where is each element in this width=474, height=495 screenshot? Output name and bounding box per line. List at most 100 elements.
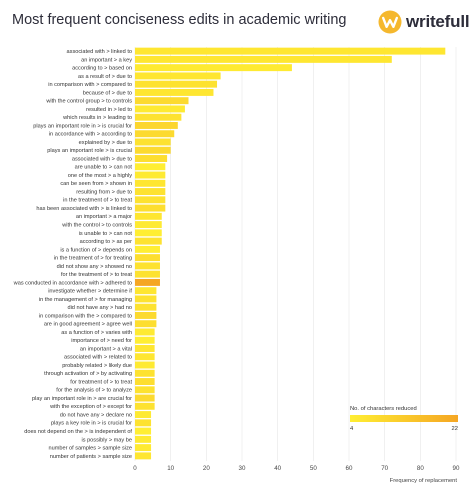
category-labels: associated with > linked to an important … — [13, 49, 133, 460]
bar — [135, 47, 446, 55]
bar — [135, 369, 155, 377]
category-label: number of samples > sample size — [49, 446, 132, 452]
legend-title: No. of characters reduced — [350, 406, 417, 412]
bar — [135, 88, 214, 96]
x-tick-label: 60 — [346, 465, 353, 472]
bar — [135, 163, 166, 171]
x-tick-label: 10 — [167, 465, 174, 472]
category-label: number of patients > sample size — [50, 454, 132, 460]
legend-color-ramp — [350, 415, 458, 422]
bar — [135, 311, 157, 319]
category-label: plays a key role in > is crucial for — [51, 421, 132, 427]
brand-name: writefull — [406, 12, 470, 31]
bar — [135, 113, 182, 121]
category-label: for treatment of > to treat — [70, 379, 132, 385]
bar — [135, 419, 152, 427]
bar — [135, 221, 162, 229]
bar — [135, 237, 162, 245]
bar — [135, 452, 152, 460]
category-label: does not depend on the > is independent … — [24, 429, 132, 435]
bar — [135, 254, 160, 262]
bar — [135, 270, 160, 278]
bar — [135, 212, 162, 220]
bar — [135, 262, 160, 270]
legend: No. of characters reduced 4 22 — [350, 406, 458, 432]
bar — [135, 295, 157, 303]
bar — [135, 394, 155, 402]
bar — [135, 171, 166, 179]
bar — [135, 55, 392, 63]
bar — [135, 303, 157, 311]
bar — [135, 97, 189, 105]
x-axis-title: Frequency of replacement — [390, 478, 458, 484]
category-label: associated with > linked to — [67, 49, 132, 55]
bar — [135, 155, 168, 162]
writefull-logo-icon — [378, 10, 402, 34]
category-label: are in good agreement > agree well — [44, 322, 132, 328]
bar — [135, 336, 155, 344]
category-label: is a function of > depends on — [60, 247, 132, 253]
bar — [135, 188, 166, 196]
bars-group — [135, 47, 446, 460]
category-label: can be seen from > shown in — [60, 181, 132, 187]
x-tick-label: 20 — [203, 465, 210, 472]
bar — [135, 138, 171, 146]
bar — [135, 402, 155, 410]
category-label: resulting from > due to — [76, 189, 132, 195]
bar — [135, 353, 155, 361]
category-label: associated with > due to — [72, 156, 132, 162]
category-label: explained by > due to — [79, 140, 132, 146]
bar — [135, 72, 221, 80]
bar — [135, 320, 157, 328]
category-label: an important > a vital — [80, 346, 132, 352]
bar — [135, 204, 166, 212]
category-label: was conducted in accordance with > adher… — [13, 280, 132, 286]
category-label: as a function of > varies with — [61, 330, 132, 336]
category-label: for the treatment of > to treat — [61, 272, 132, 278]
brand-logo: writefull — [378, 8, 470, 36]
bar — [135, 444, 152, 452]
bar — [135, 196, 166, 204]
bar — [135, 130, 175, 138]
x-axis-ticks: 0 10 20 30 40 50 60 70 80 90 — [133, 465, 460, 472]
category-label: according to > based on — [72, 66, 132, 72]
x-tick-label: 0 — [133, 465, 137, 472]
x-tick-label: 70 — [381, 465, 388, 472]
gridlines — [134, 47, 457, 461]
category-label: through activation of > by activating — [44, 371, 132, 377]
bar — [135, 179, 166, 187]
category-label: in the treatment of > to treat — [63, 198, 132, 204]
bar — [135, 64, 292, 72]
category-label: in the treatment of > for treating — [54, 256, 132, 262]
bar — [135, 328, 155, 336]
category-label: in comparison with the > compared to — [39, 313, 132, 319]
category-label: are unable to > can not — [75, 165, 133, 171]
bar — [135, 386, 155, 394]
legend-max-label: 22 — [452, 426, 458, 432]
bar — [135, 411, 152, 419]
bar — [135, 287, 157, 295]
bar — [135, 361, 155, 369]
category-label: plays an important role in > is crucial … — [33, 123, 132, 129]
bar — [135, 378, 155, 385]
category-label: according to > as per — [80, 239, 133, 245]
bar — [135, 229, 162, 237]
bar — [135, 427, 152, 435]
x-tick-label: 80 — [417, 465, 424, 472]
category-label: play an important role in > are crucial … — [32, 396, 132, 402]
category-label: in accordance with > according to — [49, 132, 132, 138]
x-tick-label: 50 — [310, 465, 317, 472]
category-label: with the exception of > except for — [49, 404, 132, 410]
bar — [135, 435, 152, 443]
category-label: with the control > to controls — [61, 222, 132, 228]
category-label: has been associated with > is linked to — [36, 206, 132, 212]
category-label: did not show any > showed no — [57, 264, 132, 270]
bar — [135, 345, 155, 352]
category-label: probably related > likely due — [62, 363, 132, 369]
category-label: with the control group > to controls — [45, 99, 132, 105]
bar — [135, 245, 160, 253]
bar — [135, 278, 160, 286]
bar — [135, 122, 178, 129]
category-label: one of the most > a highly — [68, 173, 132, 179]
